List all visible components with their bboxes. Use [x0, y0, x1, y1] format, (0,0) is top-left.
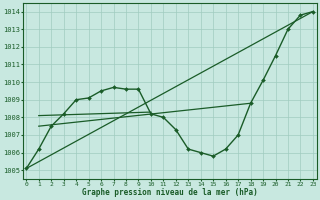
X-axis label: Graphe pression niveau de la mer (hPa): Graphe pression niveau de la mer (hPa) — [82, 188, 258, 197]
